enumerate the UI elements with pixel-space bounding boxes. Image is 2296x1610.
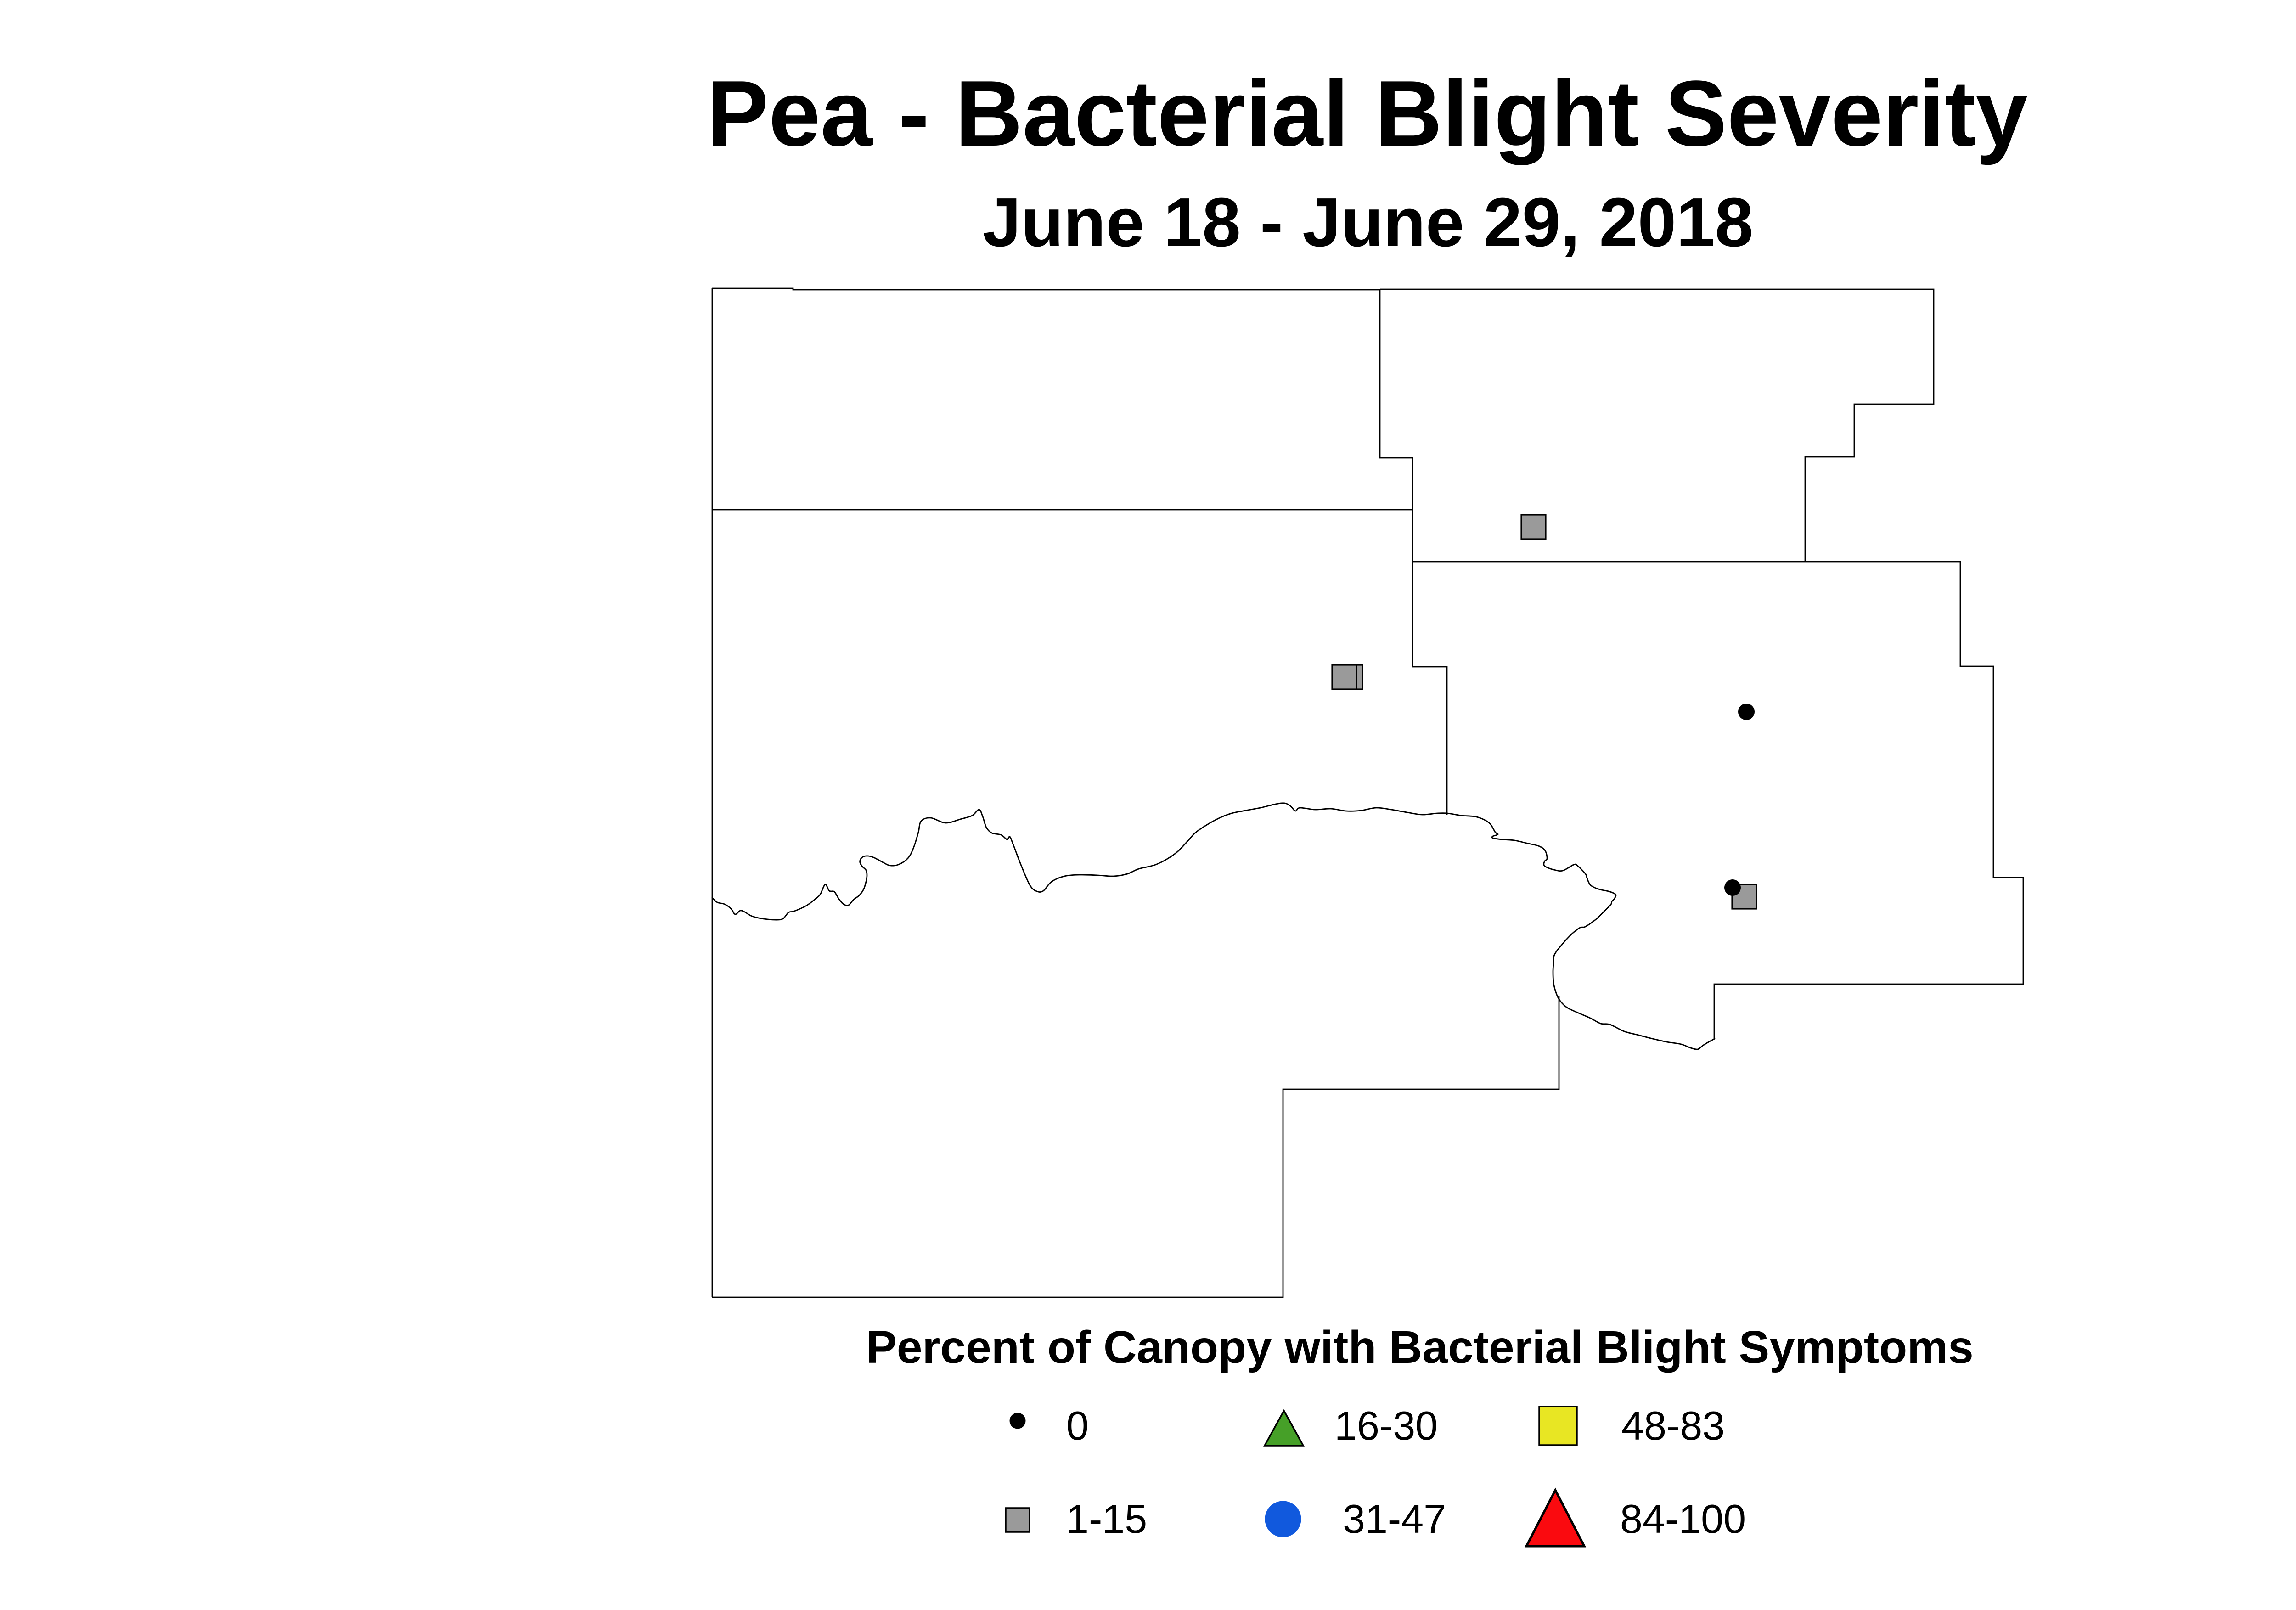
svg-text:84-100: 84-100 <box>1620 1496 1746 1542</box>
svg-text:Pea - Bacterial Blight Severit: Pea - Bacterial Blight Severity <box>707 62 2028 166</box>
svg-text:16-30: 16-30 <box>1334 1403 1438 1448</box>
svg-text:Percent of Canopy with Bacteri: Percent of Canopy with Bacterial Blight … <box>866 1322 1974 1373</box>
svg-text:1-15: 1-15 <box>1066 1496 1147 1542</box>
svg-text:31-47: 31-47 <box>1343 1496 1446 1542</box>
svg-text:June 18 - June 29, 2018: June 18 - June 29, 2018 <box>983 183 1754 261</box>
svg-text:0: 0 <box>1066 1403 1089 1448</box>
svg-text:48-83: 48-83 <box>1621 1403 1725 1448</box>
